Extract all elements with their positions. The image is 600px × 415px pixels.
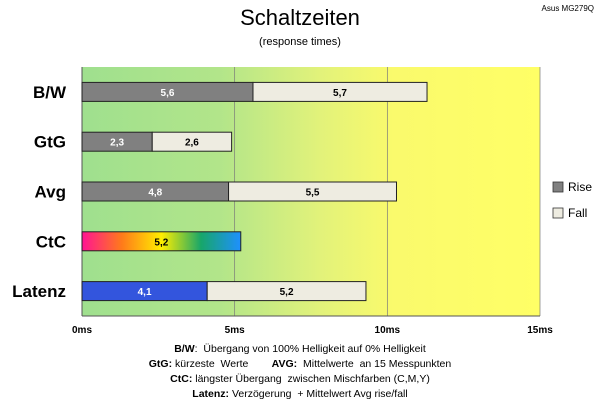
response-time-chart: 0ms 5ms 10ms 15ms B/W 5,6 5,7 GtG 2,3 2,6 Avg 4,8 5,…: [12, 67, 592, 336]
monitor-model-label: Asus MG279Q: [541, 4, 594, 13]
note-avg-key: AVG:: [271, 358, 298, 370]
bar-label-rise: 2,3: [110, 138, 124, 149]
x-tick-label: 5ms: [225, 325, 245, 336]
bar-label-rise: 5,2: [154, 237, 168, 248]
note-ctc: CtC: längster Übergang zwischen Mischfar…: [0, 372, 600, 387]
bar-fall: [206, 281, 367, 302]
legend-swatch-rise: [552, 181, 564, 193]
chart-subtitle: (response times): [259, 36, 341, 48]
note-gtg-key: GtG:: [148, 358, 173, 370]
category-label: Latenz: [12, 282, 66, 301]
note-latenz: Latenz: Verzögerung + Mittelwert Avg ris…: [0, 387, 600, 402]
note-bw-key: B/W: [174, 343, 195, 355]
category-label: B/W: [33, 83, 67, 102]
category-label: GtG: [34, 133, 66, 152]
plot-area: 0ms 5ms 10ms 15ms B/W 5,6 5,7 GtG 2,3 2,6 Avg 4,8 5,…: [12, 67, 553, 336]
note-gtg-avg: GtG: kürzeste Werte AVG: Mittelwerte an …: [0, 357, 600, 372]
bar-label-fall: 2,6: [185, 138, 199, 149]
note-latenz-key: Latenz:: [192, 388, 230, 400]
legend-label-rise: Rise: [568, 180, 592, 194]
note-bw-text: : Übergang von 100% Helligkeit auf 0% He…: [194, 343, 426, 355]
x-tick-label: 0ms: [72, 325, 92, 336]
category-label: CtC: [36, 232, 66, 251]
chart-title: Schaltzeiten: [240, 5, 360, 30]
note-latenz-text: Verzögerung + Mittelwert Avg rise/fall: [229, 388, 408, 400]
bar-label-rise: 4,1: [138, 287, 152, 298]
chart-notes: B/W: Übergang von 100% Helligkeit auf 0%…: [0, 342, 600, 402]
legend-swatch-fall: [552, 207, 564, 219]
category-label: Avg: [35, 183, 67, 202]
x-tick-label: 15ms: [527, 325, 553, 336]
bar-fall: [228, 181, 397, 202]
bar-fall: [151, 131, 233, 152]
chart-legend: Rise Fall: [552, 180, 592, 220]
note-ctc-key: CtC:: [170, 373, 193, 385]
bar-label-fall: 5,7: [333, 88, 347, 99]
x-tick-label: 10ms: [375, 325, 401, 336]
legend-label-fall: Fall: [568, 206, 587, 220]
bar-label-rise: 5,6: [161, 88, 175, 99]
bar-label-fall: 5,5: [306, 188, 320, 199]
bar-fall: [252, 81, 428, 102]
note-ctc-text: längster Übergang zwischen Mischfarben (…: [192, 373, 430, 385]
bar-rise: [81, 231, 242, 252]
bar-label-rise: 4,8: [148, 188, 162, 199]
note-avg-text: Mittelwerte an 15 Messpunkten: [297, 358, 452, 370]
note-bw: B/W: Übergang von 100% Helligkeit auf 0%…: [0, 342, 600, 357]
note-gtg-text: kürzeste Werte: [172, 358, 272, 370]
bar-label-fall: 5,2: [280, 287, 294, 298]
